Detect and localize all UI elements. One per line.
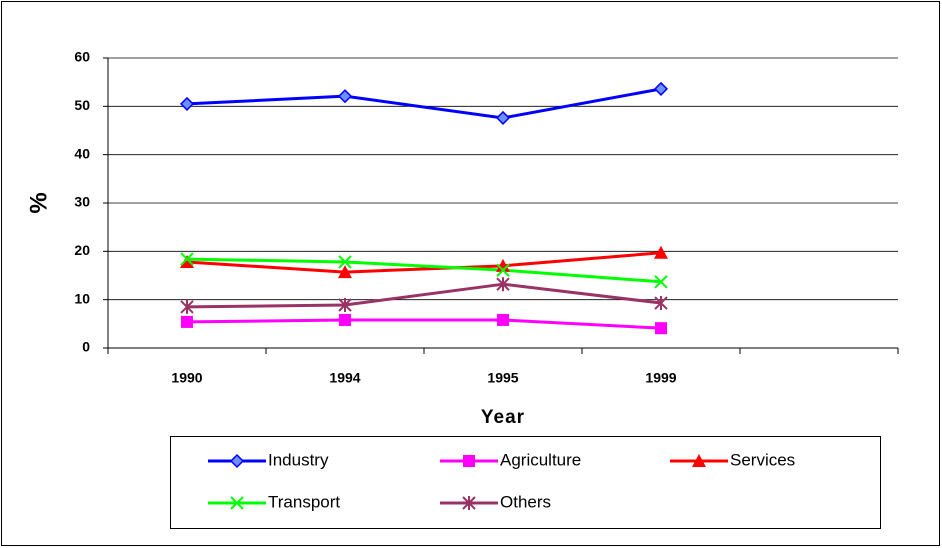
series-line xyxy=(186,257,662,284)
series-line xyxy=(186,87,662,120)
marker xyxy=(692,454,706,467)
x-tick-label: 1999 xyxy=(645,370,676,386)
x-tick-label: 1995 xyxy=(487,370,518,386)
legend-label: Industry xyxy=(268,450,329,469)
y-tick-label: 50 xyxy=(74,97,90,113)
marker xyxy=(338,265,352,279)
marker xyxy=(339,313,351,326)
marker xyxy=(496,263,510,277)
legend-label: Transport xyxy=(268,492,340,511)
marker xyxy=(337,89,353,104)
marker xyxy=(496,258,510,272)
y-axis-label: % xyxy=(25,192,52,213)
marker xyxy=(655,322,667,335)
marker xyxy=(463,455,475,467)
legend-label: Agriculture xyxy=(500,450,581,469)
marker xyxy=(229,453,245,469)
legend-label: Services xyxy=(730,450,795,469)
marker xyxy=(338,255,352,269)
y-tick-label: 10 xyxy=(74,290,90,306)
y-tick-label: 20 xyxy=(74,242,90,258)
marker xyxy=(654,296,668,311)
marker xyxy=(496,277,510,292)
marker xyxy=(654,245,668,259)
series-line xyxy=(186,318,662,330)
legend xyxy=(170,436,881,529)
marker xyxy=(181,315,193,328)
y-tick-label: 0 xyxy=(82,339,90,355)
marker xyxy=(654,275,668,289)
marker xyxy=(180,252,194,266)
marker xyxy=(180,254,194,268)
marker xyxy=(180,299,194,314)
y-tick-label: 60 xyxy=(74,49,90,65)
marker xyxy=(230,496,244,510)
x-tick-label: 1994 xyxy=(329,370,360,386)
x-tick-label: 1990 xyxy=(171,370,202,386)
marker xyxy=(495,110,511,125)
x-axis-label: Year xyxy=(481,407,525,428)
legend-label: Others xyxy=(500,492,551,511)
marker xyxy=(338,297,352,312)
y-tick-label: 30 xyxy=(74,194,90,210)
marker xyxy=(497,313,509,326)
series-line xyxy=(186,282,662,309)
series-line xyxy=(186,251,662,274)
y-tick-label: 40 xyxy=(74,145,90,161)
marker xyxy=(653,81,669,96)
marker xyxy=(179,96,195,111)
marker xyxy=(462,496,476,510)
